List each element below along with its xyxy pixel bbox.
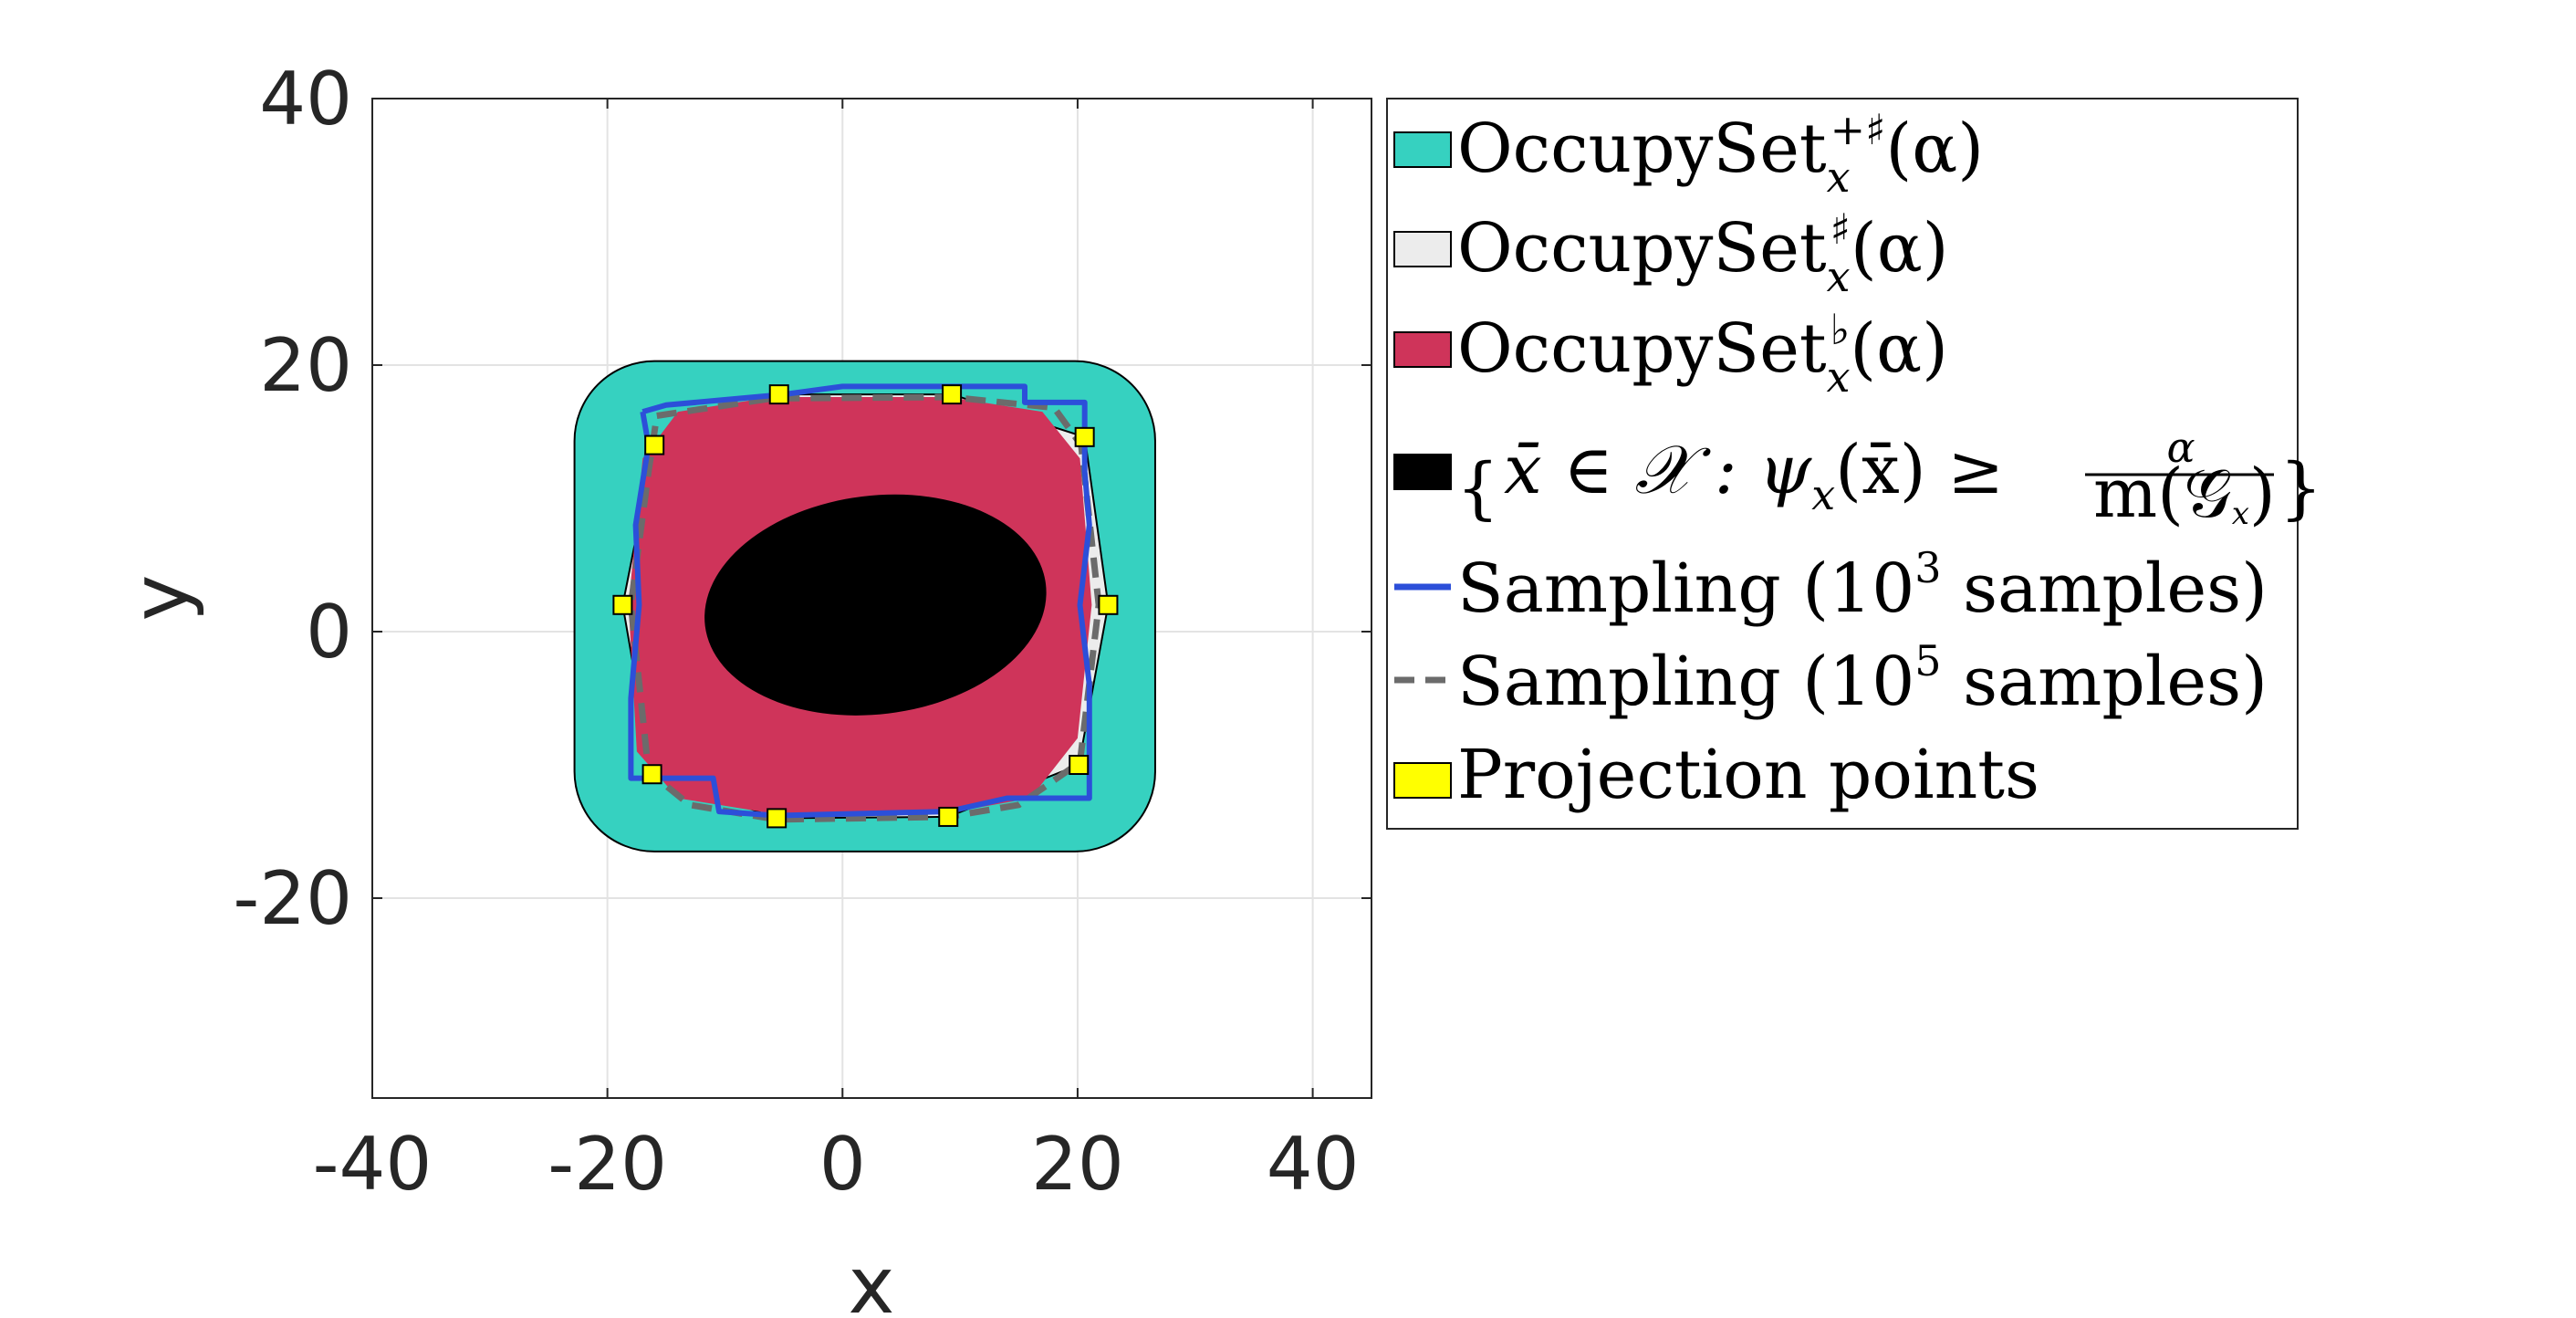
legend-open-brace: { — [1456, 449, 1499, 528]
legend-item-superlevel: { x̄ ∈ 𝒳 : ψx(x̄) ≥ α m(𝒢x) } — [1393, 423, 2322, 533]
plot-area: -40 -20 0 20 40 -20 0 20 40 x y — [115, 57, 1372, 1318]
series-layer — [573, 360, 1156, 853]
legend: OccupySetx+♯(α) OccupySetx♯(α) OccupySet… — [1386, 98, 2322, 830]
legend-swatch-outer — [1393, 131, 1452, 168]
legend-label-superlevel: x̄ ∈ 𝒳 : ψx(x̄) ≥ — [1504, 431, 2004, 519]
y-tick-label-2: 20 — [259, 323, 352, 408]
legend-item-sampling-1e3: Sampling (103 samples) — [1394, 543, 2268, 628]
legend-item-sampling-1e5: Sampling (105 samples) — [1394, 636, 2268, 721]
legend-item-inner-hull: OccupySetx♯(α) — [1393, 204, 1949, 301]
legend-frac-num: α — [2166, 423, 2195, 472]
projection-point-9 — [644, 434, 665, 455]
legend-label-sampling-1e3: Sampling (103 samples) — [1457, 543, 2268, 628]
legend-label-projection: Projection points — [1457, 736, 2039, 814]
legend-item-projection: Projection points — [1393, 736, 2039, 814]
x-tick-label-0: -40 — [313, 1122, 433, 1207]
x-tick-labels: -40 -20 0 20 40 — [313, 99, 1360, 1207]
legend-label-inner-hull: OccupySetx♯(α) — [1457, 204, 1949, 301]
projection-point-2 — [1074, 426, 1095, 447]
projection-point-8 — [612, 594, 633, 615]
x-tick-label-4: 40 — [1267, 1122, 1360, 1207]
x-tick-label-2: 0 — [819, 1122, 866, 1207]
legend-item-under: OccupySetx♭(α) — [1393, 305, 1948, 402]
y-tick-label-3: 40 — [259, 57, 352, 141]
x-tick-label-3: 20 — [1031, 1122, 1124, 1207]
series-sampling-1e3-line — [628, 383, 1092, 819]
projection-point-4 — [1069, 755, 1090, 775]
y-tick-label-0: -20 — [233, 856, 352, 941]
legend-swatch-under — [1393, 331, 1452, 368]
legend-label-sampling-1e5: Sampling (105 samples) — [1457, 636, 2268, 721]
legend-swatch-inner-hull — [1393, 231, 1452, 267]
projection-point-3 — [1098, 594, 1119, 615]
series-superlevel-ellipse — [704, 494, 1047, 716]
projection-point-7 — [641, 764, 662, 785]
legend-frac-den: m(𝒢x) — [2093, 455, 2276, 533]
legend-swatch-projection — [1393, 762, 1452, 799]
x-axis-label: x — [849, 1240, 895, 1318]
projection-point-1 — [942, 384, 963, 405]
legend-close-brace: } — [2279, 449, 2322, 528]
projection-point-6 — [767, 808, 787, 829]
legend-label-outer: OccupySetx+♯(α) — [1457, 105, 1984, 202]
y-tick-label-1: 0 — [306, 590, 352, 675]
projection-point-5 — [938, 806, 959, 827]
legend-swatch-superlevel — [1393, 454, 1452, 490]
legend-box — [1386, 98, 2299, 830]
projection-point-0 — [768, 384, 789, 405]
legend-item-outer: OccupySetx+♯(α) — [1393, 105, 1984, 202]
x-tick-label-1: -20 — [548, 1122, 667, 1207]
y-tick-labels: -20 0 20 40 — [233, 57, 1371, 941]
legend-label-under: OccupySetx♭(α) — [1457, 305, 1948, 402]
plot-frame — [371, 98, 1372, 1099]
y-axis-label: y — [115, 575, 206, 622]
